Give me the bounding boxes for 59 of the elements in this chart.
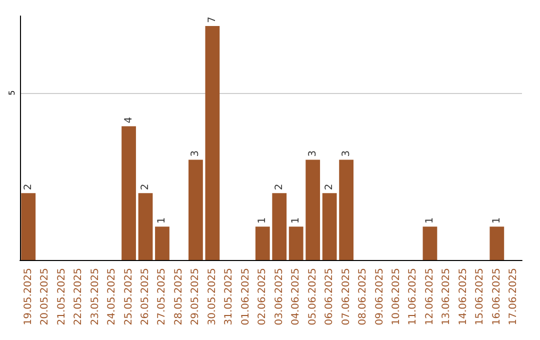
data-label: 1 [290,217,302,224]
data-label: 2 [22,184,34,190]
x-tick-label: 10.06.2025 [391,268,402,326]
x-tick-label: 20.05.2025 [40,268,51,326]
x-tick-label: 27.05.2025 [156,268,168,326]
data-label: 2 [324,184,336,190]
x-tick-label: 24.05.2025 [106,268,118,326]
x-tick-label: 22.05.2025 [73,268,84,326]
data-label: 1 [156,217,168,224]
bar [322,193,337,260]
bar [288,226,304,260]
x-tick-label: 28.05.2025 [173,268,184,326]
data-label: 2 [140,184,151,190]
bar [188,160,203,260]
x-tick-label: 05.06.2025 [307,268,318,326]
data-label: 2 [274,184,285,190]
x-tick-label: 06.06.2025 [324,268,336,326]
bar [339,160,354,260]
x-tick-label: 08.06.2025 [358,268,369,326]
data-label: 7 [206,16,218,24]
data-label: 1 [257,217,268,224]
data-label: 1 [491,217,502,224]
data-label: 3 [307,150,318,157]
x-tick-label: 30.05.2025 [206,268,218,326]
x-tick-label: 17.06.2025 [508,268,520,326]
x-tick-label: 19.05.2025 [22,268,34,326]
data-label: 3 [340,150,352,157]
x-tick-label: 14.06.2025 [458,268,469,326]
x-tick-label: 07.06.2025 [340,268,352,326]
bar [422,226,438,260]
x-tick-label: 04.06.2025 [290,268,302,326]
bar [122,126,136,260]
bar [272,193,287,260]
y-tick-label: 5 [8,90,16,96]
x-tick-label: 15.06.2025 [474,268,486,326]
x-tick-label: 02.06.2025 [257,268,268,326]
x-tick-label: 13.06.2025 [441,268,452,326]
x-tick-label: 31.05.2025 [224,268,235,326]
x-tick-label: 09.06.2025 [374,268,386,326]
x-tick-label: 25.05.2025 [123,268,134,326]
bar [306,160,320,260]
bar [155,226,170,260]
data-label: 3 [190,150,202,157]
x-tick-label: 23.05.2025 [90,268,101,326]
x-tick-label: 01.06.2025 [240,268,252,326]
x-tick-label: 03.06.2025 [274,268,285,326]
bar [21,193,36,260]
bar [205,26,220,260]
data-label: 4 [123,116,134,124]
x-tick-label: 26.05.2025 [140,268,151,326]
x-tick-label: 11.06.2025 [408,268,419,326]
x-tick-label: 21.05.2025 [56,268,68,326]
x-tick-label: 16.06.2025 [491,268,502,326]
data-label: 1 [424,217,436,224]
bar [255,226,270,260]
x-tick-label: 29.05.2025 [190,268,202,326]
bar [138,193,153,260]
bar [490,226,504,260]
x-tick-label: 12.06.2025 [424,268,436,326]
